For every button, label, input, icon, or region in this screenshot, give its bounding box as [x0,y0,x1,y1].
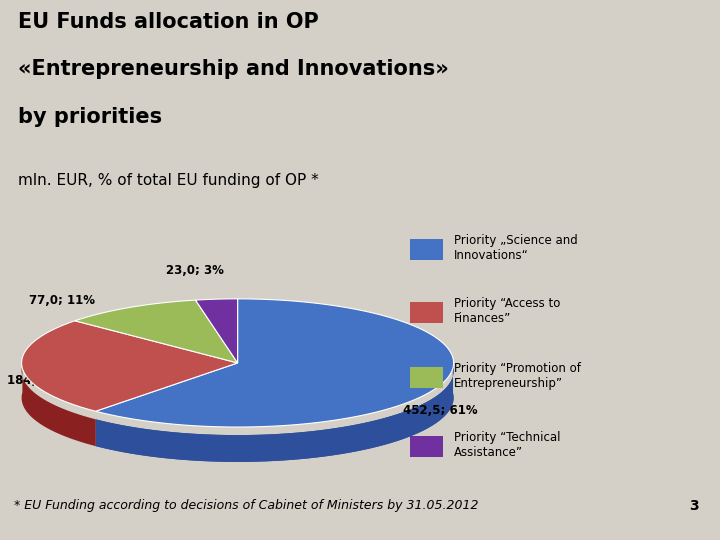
Text: «Entrepreneurship and Innovations»: «Entrepreneurship and Innovations» [18,59,449,79]
Bar [410,302,443,323]
Polygon shape [96,366,454,462]
Polygon shape [196,299,238,363]
Text: EU Funds allocation in OP: EU Funds allocation in OP [18,11,319,31]
Text: 452,5; 61%: 452,5; 61% [403,404,478,417]
Bar [410,239,443,260]
Bar [410,367,443,388]
Text: Priority „Science and
Innovations“: Priority „Science and Innovations“ [454,234,577,262]
Text: * EU Funding according to decisions of Cabinet of Ministers by 31.05.2012: * EU Funding according to decisions of C… [14,500,479,512]
Text: 3: 3 [689,499,698,513]
Text: Priority “Technical
Assistance”: Priority “Technical Assistance” [454,431,560,459]
Polygon shape [75,300,238,363]
Polygon shape [96,366,454,462]
Text: 23,0; 3%: 23,0; 3% [166,264,223,277]
Text: Priority “Access to
Finances”: Priority “Access to Finances” [454,297,560,325]
Polygon shape [22,366,96,446]
Text: 77,0; 11%: 77,0; 11% [29,294,95,307]
Polygon shape [96,299,454,427]
Bar [410,436,443,457]
Text: Priority “Promotion of
Entrepreneurship”: Priority “Promotion of Entrepreneurship” [454,362,580,390]
Polygon shape [22,321,238,411]
Text: mln. EUR, % of total EU funding of OP *: mln. EUR, % of total EU funding of OP * [18,173,319,188]
Text: 184,3; 25%: 184,3; 25% [7,374,81,387]
Text: by priorities: by priorities [18,107,162,127]
